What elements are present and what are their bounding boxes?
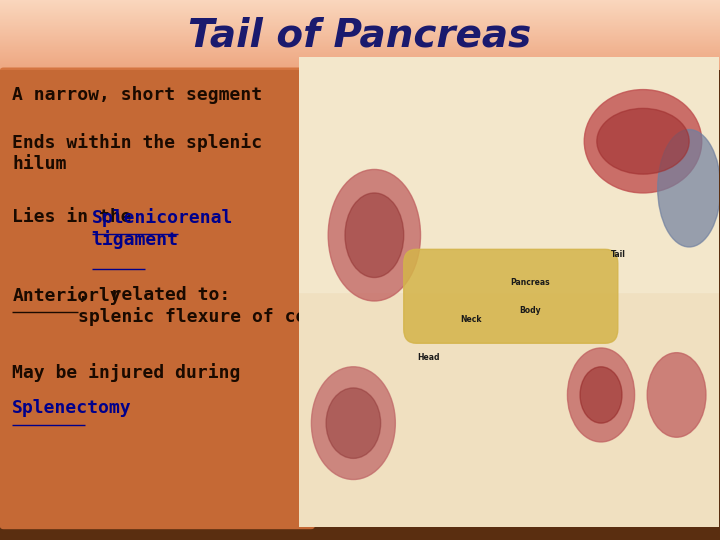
- Bar: [0, 8, 720, 9]
- Bar: [0, 61, 720, 62]
- Bar: [0, 29, 720, 30]
- Ellipse shape: [326, 388, 381, 458]
- Bar: [0, 6, 720, 7]
- Bar: [0, 7, 720, 8]
- Bar: [0, 21, 720, 22]
- Bar: [0, 48, 720, 49]
- Text: Lies in the: Lies in the: [12, 208, 143, 226]
- Bar: [0, 40, 720, 41]
- Bar: [0, 53, 720, 54]
- Bar: [0, 15, 720, 16]
- Bar: [0, 16, 720, 17]
- Bar: [0, 9, 720, 10]
- FancyBboxPatch shape: [0, 68, 315, 529]
- Ellipse shape: [311, 367, 395, 480]
- Bar: [0, 22, 720, 23]
- Bar: [0, 20, 720, 21]
- Bar: [0, 30, 720, 31]
- Ellipse shape: [597, 109, 689, 174]
- Bar: [0, 32, 720, 33]
- Text: Head: Head: [418, 353, 440, 362]
- Ellipse shape: [328, 170, 420, 301]
- Bar: [0, 68, 720, 69]
- Bar: [0, 31, 720, 32]
- Bar: [0, 35, 720, 36]
- Bar: [0, 66, 720, 68]
- Bar: [0, 34, 720, 35]
- Bar: [0, 55, 720, 56]
- Bar: [0, 41, 720, 42]
- Text: Pancreas: Pancreas: [510, 278, 549, 287]
- Text: Anteriorly: Anteriorly: [12, 286, 121, 305]
- Bar: [0, 12, 720, 13]
- Bar: [0, 46, 720, 47]
- Bar: [0, 27, 720, 28]
- Bar: [0, 65, 720, 66]
- Bar: [0, 0, 720, 1]
- Bar: [0, 51, 720, 52]
- FancyBboxPatch shape: [404, 249, 618, 343]
- Bar: [0, 2, 720, 3]
- Bar: [0, 57, 720, 58]
- Text: ,  related to:
splenic flexure of colon: , related to: splenic flexure of colon: [78, 286, 340, 326]
- Ellipse shape: [657, 130, 720, 247]
- Bar: [0, 4, 720, 5]
- Text: Ends within the splenic
hilum: Ends within the splenic hilum: [12, 133, 262, 173]
- Bar: [0, 50, 720, 51]
- Bar: [0, 59, 720, 60]
- Bar: [0, 62, 720, 63]
- Bar: [0, 10, 720, 11]
- Bar: [0, 17, 720, 18]
- Bar: [0, 64, 720, 65]
- Bar: [0, 13, 720, 14]
- Text: May be injured during: May be injured during: [12, 363, 240, 382]
- Bar: [0, 49, 720, 50]
- Bar: [0, 44, 720, 45]
- Bar: [0, 43, 720, 44]
- Bar: [0, 33, 720, 34]
- Bar: [0, 60, 720, 61]
- Text: Tail of Pancreas: Tail of Pancreas: [189, 16, 531, 54]
- Bar: [299, 57, 719, 292]
- Bar: [0, 23, 720, 24]
- Ellipse shape: [647, 353, 706, 437]
- Text: Lies in the: Lies in the: [12, 208, 143, 226]
- Bar: [0, 19, 720, 20]
- Bar: [0, 52, 720, 53]
- Bar: [0, 63, 720, 64]
- Bar: [0, 26, 720, 27]
- Bar: [0, 47, 720, 48]
- Bar: [0, 58, 720, 59]
- Ellipse shape: [580, 367, 622, 423]
- Bar: [0, 25, 720, 26]
- Bar: [0, 3, 720, 4]
- Bar: [0, 5, 720, 6]
- Text: Tail: Tail: [611, 249, 625, 259]
- Bar: [0, 42, 720, 43]
- Bar: [0, 37, 720, 38]
- Text: Body: Body: [519, 306, 541, 315]
- Bar: [0, 14, 720, 15]
- Bar: [0, 54, 720, 55]
- Text: A narrow, short segment: A narrow, short segment: [12, 86, 262, 104]
- Bar: [0, 39, 720, 40]
- Bar: [0, 38, 720, 39]
- Ellipse shape: [567, 348, 634, 442]
- Ellipse shape: [584, 90, 702, 193]
- Bar: [0, 24, 720, 25]
- Bar: [0, 36, 720, 37]
- Bar: [0, 18, 720, 19]
- Text: Neck: Neck: [460, 315, 482, 325]
- Bar: [0, 56, 720, 57]
- Bar: [0, 11, 720, 12]
- Bar: [0, 69, 720, 70]
- Ellipse shape: [345, 193, 404, 278]
- Text: Splenicorenal
ligament: Splenicorenal ligament: [91, 208, 233, 249]
- Bar: [0, 1, 720, 2]
- Text: Splenectomy: Splenectomy: [12, 400, 132, 417]
- Bar: [0, 28, 720, 29]
